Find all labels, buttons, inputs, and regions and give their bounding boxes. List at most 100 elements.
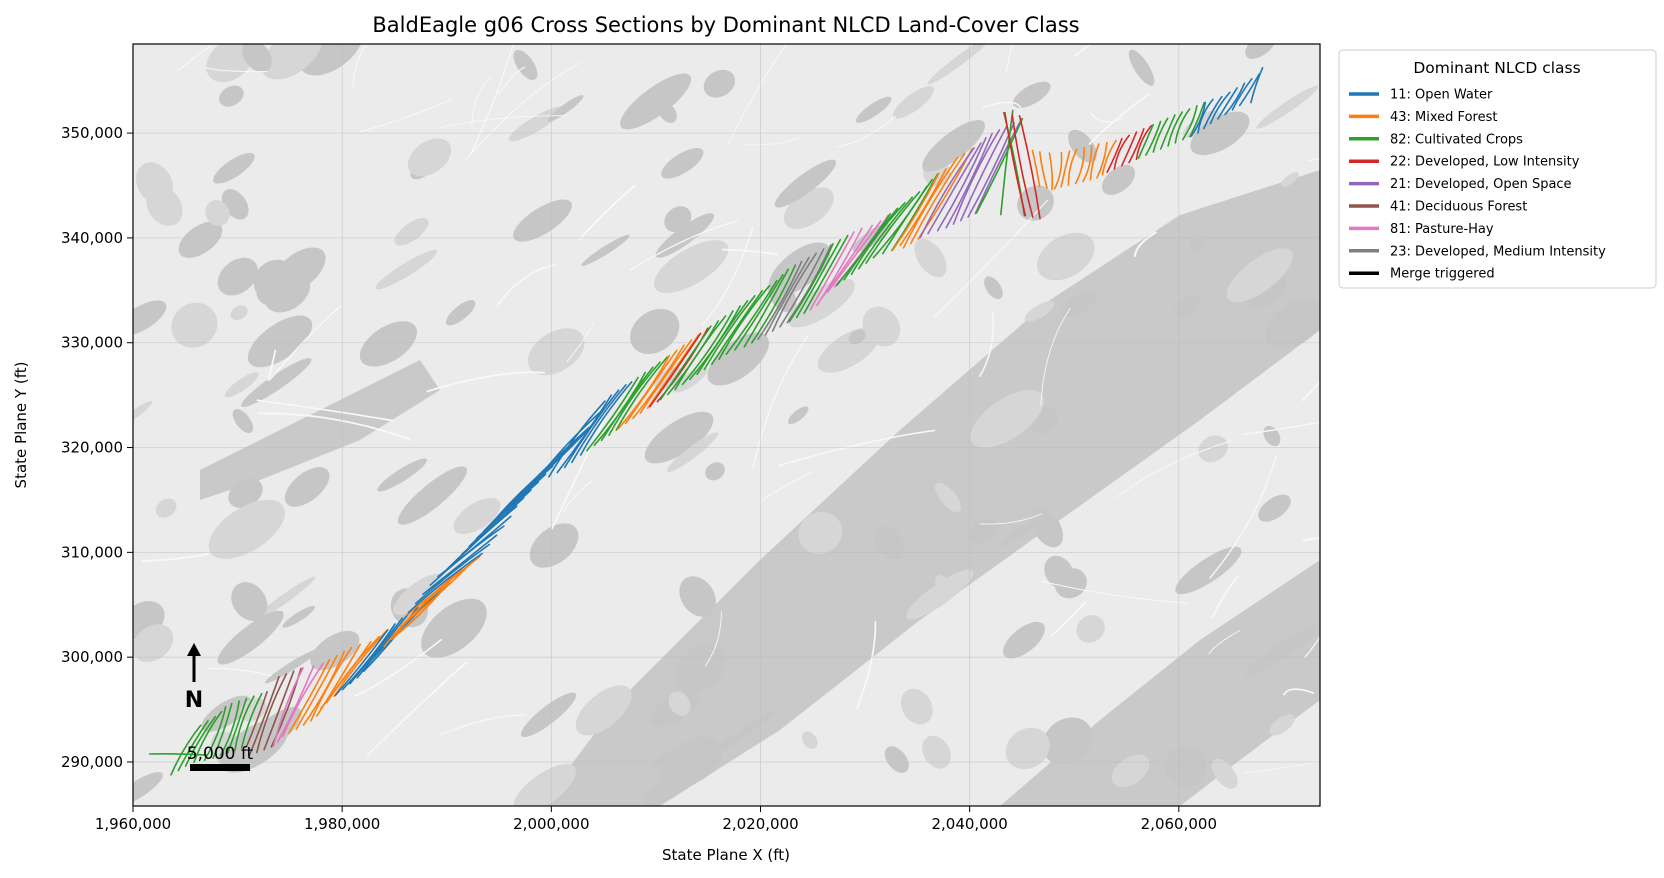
basemap-patch — [855, 96, 892, 123]
cross-section-line — [422, 534, 498, 596]
legend-entry-label: 22: Developed, Low Intensity — [1390, 155, 1580, 170]
basemap-patch — [798, 511, 843, 555]
y-tick-label: 340,000 — [61, 229, 123, 247]
north-arrow: N — [185, 643, 203, 713]
cross-section-line — [263, 670, 295, 751]
cross-section-line — [632, 344, 685, 420]
cross-section-line — [927, 142, 982, 235]
cross-section-line — [711, 290, 763, 365]
basemap-road — [1042, 580, 1188, 604]
basemap-patch — [969, 518, 999, 544]
cross-section-line — [333, 629, 388, 697]
basemap-patch — [397, 466, 467, 525]
legend-entry-label: 82: Cultivated Crops — [1390, 132, 1523, 147]
basemap-patch — [224, 372, 259, 398]
cross-section-line — [1145, 120, 1162, 156]
cross-section-line — [1197, 98, 1214, 134]
legend-entry-label: 21: Developed, Open Space — [1390, 177, 1572, 192]
scale-bar: 5,000 ft — [187, 744, 254, 771]
scale-bar-line — [190, 764, 250, 771]
x-tick-label: 2,020,000 — [722, 815, 798, 833]
basemap-patch — [655, 213, 715, 258]
basemap-patch — [774, 159, 837, 208]
cross-section-line — [639, 339, 693, 414]
basemap-patch — [208, 499, 285, 559]
basemap-patch — [1269, 714, 1295, 736]
cross-section-line — [1224, 82, 1246, 116]
basemap-patch — [241, 357, 312, 408]
cross-section-line — [936, 136, 987, 232]
legend-entry-label: 41: Deciduous Forest — [1390, 200, 1527, 215]
basemap-road — [177, 44, 214, 72]
x-tick-label: 2,060,000 — [1141, 815, 1217, 833]
basemap-road — [141, 552, 210, 563]
cross-section-line — [1067, 148, 1078, 186]
basemap-road — [426, 371, 545, 393]
cross-section-line — [757, 260, 803, 340]
basemap-patch — [513, 50, 538, 80]
basemap-road — [352, 44, 368, 88]
basemap-patch — [1281, 172, 1299, 187]
basemap-road — [1040, 308, 1071, 406]
cross-section-line — [586, 376, 639, 452]
cross-section-line — [246, 691, 268, 747]
basemap-patch — [284, 467, 330, 507]
north-label: N — [185, 688, 203, 713]
basemap-patch — [1031, 508, 1064, 548]
cross-section-line — [563, 389, 620, 469]
basemap-patch — [217, 257, 258, 296]
basemap-road — [1282, 688, 1315, 696]
cross-section-line — [536, 409, 603, 481]
cross-section-line — [659, 325, 712, 401]
basemap-patch — [873, 526, 905, 560]
basemap-patch — [217, 610, 284, 665]
cross-section-line — [148, 752, 209, 756]
cross-section-line — [248, 676, 280, 756]
basemap-road — [366, 661, 468, 757]
cross-section-line — [1135, 124, 1152, 161]
cross-section-line — [281, 662, 325, 738]
cross-section-line — [788, 243, 834, 323]
basemap-patch — [1190, 238, 1204, 253]
cross-section-line — [881, 178, 933, 255]
basemap-patch — [508, 106, 565, 142]
cross-section-line — [764, 256, 810, 336]
cross-section-line — [646, 334, 700, 409]
basemap-road — [752, 335, 809, 469]
basemap-patch — [261, 44, 322, 80]
basemap-patch — [1211, 758, 1238, 789]
cross-section-line — [624, 349, 678, 425]
axes: 1,960,000 1,980,000 2,000,000 2,020,000 2,04… — [61, 124, 1217, 833]
cross-section-line — [1053, 151, 1063, 190]
basemap-patch — [230, 305, 248, 321]
cross-section-line — [226, 697, 248, 754]
basemap-patch — [984, 276, 1003, 300]
cross-section-line — [295, 654, 338, 730]
cross-section-line — [803, 234, 849, 315]
basemap-patch — [922, 735, 951, 769]
basemap-patch — [934, 482, 962, 513]
x-axis-title: State Plane X (ft) — [662, 846, 790, 864]
legend-entry-label: 11: Open Water — [1390, 88, 1493, 103]
basemap-patch — [1003, 621, 1045, 659]
basemap-patch — [707, 332, 769, 386]
basemap-patch — [1037, 232, 1095, 281]
cross-section-line — [1217, 87, 1238, 120]
cross-section-line — [718, 284, 771, 360]
cross-section-line — [475, 473, 547, 540]
basemap-ridge — [200, 360, 440, 500]
basemap-road — [982, 101, 1022, 109]
legend-title: Dominant NLCD class — [1413, 59, 1580, 77]
basemap-road — [1304, 635, 1320, 659]
basemap-road — [267, 349, 277, 382]
cross-section-line — [1018, 115, 1041, 220]
basemap-road — [1243, 421, 1320, 435]
cross-section-line — [1000, 109, 1014, 216]
cross-section-line — [288, 659, 331, 734]
cross-section-line — [1167, 111, 1183, 147]
basemap-road — [1208, 455, 1277, 580]
cross-section-line — [1101, 139, 1117, 176]
basemap-patch — [171, 302, 218, 348]
cross-section-line — [743, 268, 789, 348]
basemap-patch — [653, 240, 729, 294]
